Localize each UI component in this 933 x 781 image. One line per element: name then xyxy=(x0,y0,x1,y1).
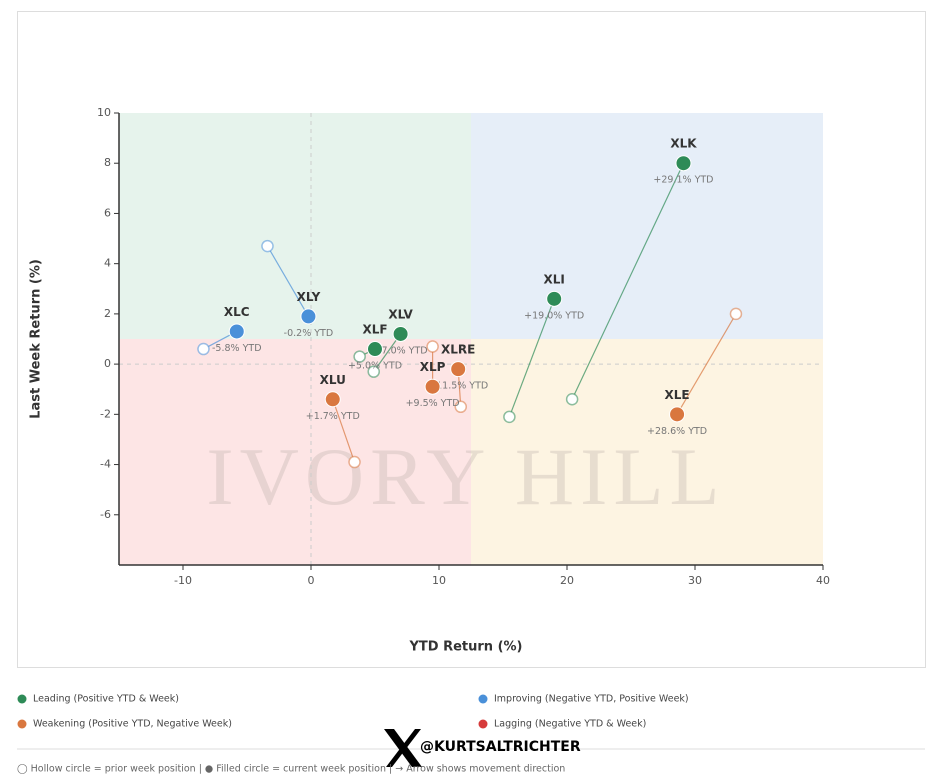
quadrant-weakening xyxy=(471,339,823,565)
prior-position xyxy=(503,410,516,424)
legend-swatch xyxy=(478,719,488,729)
prior-position xyxy=(348,455,361,469)
y-tick-label: 8 xyxy=(104,156,111,169)
y-tick-label: -6 xyxy=(100,508,111,521)
sector-name: XLP xyxy=(420,360,446,374)
quadrant-improving xyxy=(119,113,471,339)
legend-label: Weakening (Positive YTD, Negative Week) xyxy=(33,719,232,730)
x-tick-label: 0 xyxy=(308,574,315,587)
footnote: ◯ Hollow circle = prior week position | … xyxy=(17,764,565,775)
x-logo xyxy=(384,729,422,767)
ytd-label: -0.2% YTD xyxy=(284,328,334,339)
movement-arrow xyxy=(676,313,737,415)
y-axis-label: Last Week Return (%) xyxy=(29,259,44,419)
legend-swatch xyxy=(17,694,27,704)
sector-name: XLF xyxy=(362,323,387,337)
prior-position xyxy=(197,342,210,356)
sector-name: XLC xyxy=(224,305,250,319)
movement-arrow xyxy=(508,298,555,418)
current-position xyxy=(669,406,686,423)
prior-position xyxy=(353,350,366,363)
sector-name: XLY xyxy=(297,290,321,304)
y-tick-label: 2 xyxy=(104,307,111,320)
sector-name: XLI xyxy=(544,272,565,286)
x-axis-label: YTD Return (%) xyxy=(409,640,523,655)
sector-name: XLU xyxy=(320,373,346,387)
current-position xyxy=(392,325,409,342)
x-tick-label: -10 xyxy=(174,574,192,587)
movement-arrow xyxy=(571,162,685,400)
current-position xyxy=(367,341,383,358)
y-tick-label: 0 xyxy=(104,357,111,370)
ytd-label: +28.6% YTD xyxy=(647,426,707,437)
sector-name: XLE xyxy=(665,388,690,402)
ytd-label: +9.5% YTD xyxy=(406,398,460,409)
x-tick-label: 40 xyxy=(816,574,830,587)
handle: @KURTSALTRICHTER xyxy=(420,739,581,755)
watermark: IVORY HILL xyxy=(206,431,725,522)
y-tick-label: 6 xyxy=(104,206,111,219)
x-tick-label: 20 xyxy=(560,574,574,587)
movement-arrow xyxy=(266,245,309,317)
y-tick-label: -4 xyxy=(100,458,111,471)
ytd-label: +19.0% YTD xyxy=(524,310,584,321)
sector-name: XLK xyxy=(670,137,697,151)
legend-label: Improving (Negative YTD, Positive Week) xyxy=(494,694,689,705)
quadrant-leading xyxy=(471,113,823,339)
prior-position xyxy=(565,393,579,406)
sector-name: XLRE xyxy=(441,343,475,357)
current-position xyxy=(228,323,245,340)
current-position xyxy=(300,308,317,325)
current-position xyxy=(546,290,563,307)
prior-position xyxy=(261,239,274,253)
x-tick-label: 10 xyxy=(432,574,446,587)
movement-arrow xyxy=(332,399,356,463)
x-tick-label: 30 xyxy=(688,574,702,587)
current-position xyxy=(450,361,467,378)
y-tick-label: 4 xyxy=(104,257,111,270)
ytd-label: +1.7% YTD xyxy=(306,411,360,422)
current-position xyxy=(424,378,441,395)
legend-label: Leading (Positive YTD & Week) xyxy=(33,694,179,705)
sector-name: XLV xyxy=(388,307,413,321)
legend-swatch xyxy=(17,719,27,729)
quadrant-lagging xyxy=(119,339,471,565)
legend-label: Lagging (Negative YTD & Week) xyxy=(494,719,646,730)
prior-position xyxy=(454,400,468,414)
ytd-label: +7.0% YTD xyxy=(374,345,428,356)
y-tick-label: 10 xyxy=(97,106,111,119)
current-position xyxy=(675,155,692,172)
prior-position xyxy=(367,365,380,378)
legend-swatch xyxy=(478,694,488,704)
ytd-label: +29.1% YTD xyxy=(653,175,713,186)
y-tick-label: -2 xyxy=(100,407,111,420)
prior-position xyxy=(729,307,743,321)
ytd-label: -5.8% YTD xyxy=(212,343,262,354)
prior-position xyxy=(426,340,439,353)
ytd-label: +11.5% YTD xyxy=(428,381,488,392)
current-position xyxy=(324,391,341,408)
ytd-label: +5.0% YTD xyxy=(348,361,402,372)
